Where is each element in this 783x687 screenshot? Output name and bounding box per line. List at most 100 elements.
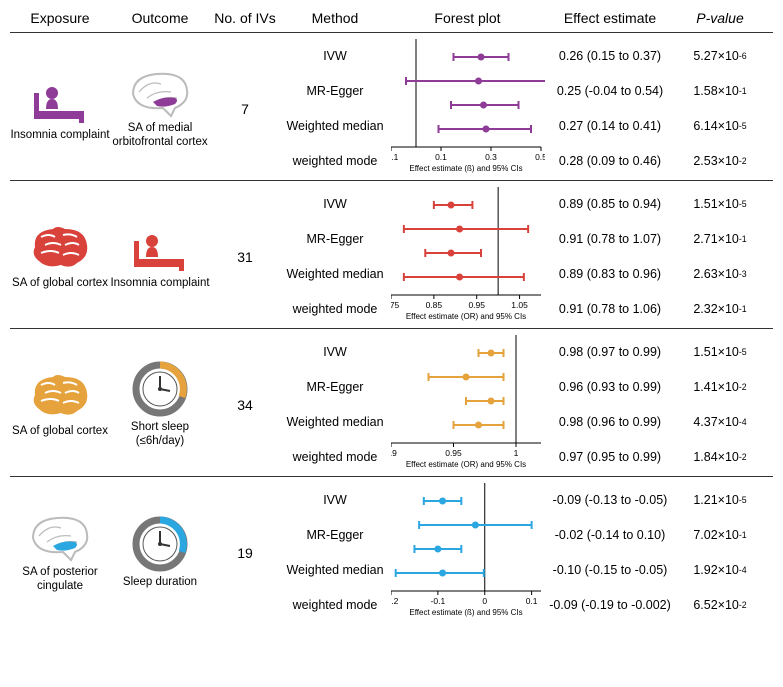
exposure-label: SA of global cortex — [12, 277, 108, 291]
p-value: 6.52×10-2 — [675, 593, 765, 617]
method-label: weighted mode — [280, 297, 390, 321]
exposure-cell: SA of global cortex — [10, 187, 110, 326]
effect-value: 0.89 (0.85 to 0.94) — [545, 192, 675, 216]
svg-text:0.1: 0.1 — [525, 596, 537, 606]
method-label: Weighted median — [280, 262, 390, 286]
exposure-cell: SA of global cortex — [10, 335, 110, 474]
hdr-ivs: No. of IVs — [210, 10, 280, 26]
effect-value: 0.25 (-0.04 to 0.54) — [545, 79, 675, 103]
hdr-outcome: Outcome — [110, 10, 210, 26]
pvalue-cell: 1.51×10-51.41×10-24.37×10-41.84×10-2 — [675, 335, 765, 474]
p-value: 7.02×10-1 — [675, 523, 765, 547]
p-value: 2.53×10-2 — [675, 149, 765, 173]
svg-text:Effect estimate (OR) and 95% C: Effect estimate (OR) and 95% CIs — [405, 312, 525, 321]
effect-cell: 0.89 (0.85 to 0.94) 0.91 (0.78 to 1.07) 0.… — [545, 187, 675, 326]
analysis-block: SA of global cortex Short sleep (≤6h/day… — [10, 329, 773, 477]
svg-text:-0.1: -0.1 — [391, 152, 399, 162]
hdr-effect: Effect estimate — [545, 10, 675, 26]
methods-cell: IVWMR-EggerWeighted medianweighted mode — [280, 483, 390, 622]
forest-plot: -0.2-0.100.1Effect estimate (ß) and 95% … — [391, 483, 545, 619]
svg-text:0.3: 0.3 — [485, 152, 497, 162]
outcome-cell: Sleep duration — [110, 483, 210, 622]
effect-value: 0.27 (0.14 to 0.41) — [545, 114, 675, 138]
method-label: MR-Egger — [280, 375, 390, 399]
method-label: Weighted median — [280, 410, 390, 434]
svg-text:0.95: 0.95 — [445, 448, 462, 458]
p-value: 6.14×10-5 — [675, 114, 765, 138]
method-label: IVW — [280, 192, 390, 216]
p-value: 2.63×10-3 — [675, 262, 765, 286]
svg-text:-0.1: -0.1 — [430, 596, 445, 606]
effect-value: 0.98 (0.96 to 0.99) — [545, 410, 675, 434]
effect-value: -0.02 (-0.14 to 0.10) — [545, 523, 675, 547]
svg-text:0: 0 — [482, 596, 487, 606]
forest-cell: 0.750.850.951.05Effect estimate (OR) and… — [390, 187, 545, 326]
exposure-label: SA of global cortex — [12, 425, 108, 439]
outcome-cell: SA of medial orbitofrontal cortex — [110, 39, 210, 178]
outcome-cell: Insomnia complaint — [110, 187, 210, 326]
svg-text:Effect estimate (ß) and 95% CI: Effect estimate (ß) and 95% CIs — [409, 164, 522, 173]
pvalue-cell: 1.51×10-5 2.71×10-1 2.63×10-3 2.32×10-1 — [675, 187, 765, 326]
method-label: MR-Egger — [280, 227, 390, 251]
forest-plot: -0.10.10.30.5Effect estimate (ß) and 95%… — [391, 39, 545, 175]
effect-value: 0.26 (0.15 to 0.37) — [545, 44, 675, 68]
pvalue-cell: 1.21×10-57.02×10-11.92×10-46.52×10-2 — [675, 483, 765, 622]
p-value: 2.32×10-1 — [675, 297, 765, 321]
outcome-cell: Short sleep (≤6h/day) — [110, 335, 210, 474]
effect-value: -0.09 (-0.19 to -0.002) — [545, 593, 675, 617]
hdr-method: Method — [280, 10, 390, 26]
outcome-label: Insomnia complaint — [110, 277, 209, 291]
method-label: weighted mode — [280, 445, 390, 469]
cortex-icon — [27, 223, 93, 273]
p-value: 1.51×10-5 — [675, 340, 765, 364]
svg-text:0.1: 0.1 — [435, 152, 447, 162]
clock-icon — [132, 361, 188, 417]
method-label: IVW — [280, 44, 390, 68]
brain-icon — [27, 512, 93, 562]
p-value: 1.41×10-2 — [675, 375, 765, 399]
header-row: Exposure Outcome No. of IVs Method Fores… — [10, 10, 773, 33]
effect-value: -0.10 (-0.15 to -0.05) — [545, 558, 675, 582]
p-value: 1.84×10-2 — [675, 445, 765, 469]
pvalue-cell: 5.27×10-61.58×10-16.14×10-52.53×10-2 — [675, 39, 765, 178]
analysis-block: SA of global cortex Insomnia complaint31… — [10, 181, 773, 329]
svg-text:0.75: 0.75 — [391, 300, 400, 310]
svg-text:Effect estimate (OR) and 95% C: Effect estimate (OR) and 95% CIs — [405, 460, 525, 469]
effect-value: 0.97 (0.95 to 0.99) — [545, 445, 675, 469]
svg-text:1: 1 — [513, 448, 518, 458]
svg-text:Effect estimate (ß) and 95% CI: Effect estimate (ß) and 95% CIs — [409, 608, 522, 617]
exposure-cell: Insomnia complaint — [10, 39, 110, 178]
forest-cell: -0.2-0.100.1Effect estimate (ß) and 95% … — [390, 483, 545, 622]
analysis-block: SA of posterior cingulate Sleep duration… — [10, 477, 773, 624]
method-label: weighted mode — [280, 149, 390, 173]
effect-value: 0.96 (0.93 to 0.99) — [545, 375, 675, 399]
effect-value: 0.91 (0.78 to 1.07) — [545, 227, 675, 251]
p-value: 1.92×10-4 — [675, 558, 765, 582]
method-label: IVW — [280, 488, 390, 512]
n-ivs: 7 — [210, 39, 280, 178]
effect-value: 0.91 (0.78 to 1.06) — [545, 297, 675, 321]
effect-cell: 0.26 (0.15 to 0.37) 0.25 (-0.04 to 0.54) 0… — [545, 39, 675, 178]
effect-value: 0.89 (0.83 to 0.96) — [545, 262, 675, 286]
method-label: Weighted median — [280, 114, 390, 138]
forest-cell: 0.90.951Effect estimate (OR) and 95% CIs — [390, 335, 545, 474]
effect-value: -0.09 (-0.13 to -0.05) — [545, 488, 675, 512]
hdr-exposure: Exposure — [10, 10, 110, 26]
p-value: 1.51×10-5 — [675, 192, 765, 216]
clock-icon — [132, 516, 188, 572]
figure-table: Exposure Outcome No. of IVs Method Fores… — [10, 10, 773, 624]
outcome-label: SA of medial orbitofrontal cortex — [110, 122, 210, 150]
methods-cell: IVWMR-EggerWeighted medianweighted mode — [280, 335, 390, 474]
methods-cell: IVW MR-Egger Weighted median weighted mode — [280, 39, 390, 178]
p-value: 2.71×10-1 — [675, 227, 765, 251]
svg-text:1.05: 1.05 — [511, 300, 528, 310]
cortex-icon — [27, 371, 93, 421]
method-label: MR-Egger — [280, 79, 390, 103]
n-ivs: 31 — [210, 187, 280, 326]
method-label: MR-Egger — [280, 523, 390, 547]
hdr-forest: Forest plot — [390, 10, 545, 26]
method-label: weighted mode — [280, 593, 390, 617]
exposure-label: Insomnia complaint — [10, 129, 109, 143]
forest-plot: 0.90.951Effect estimate (OR) and 95% CIs — [391, 335, 545, 471]
outcome-label: Short sleep (≤6h/day) — [110, 421, 210, 449]
